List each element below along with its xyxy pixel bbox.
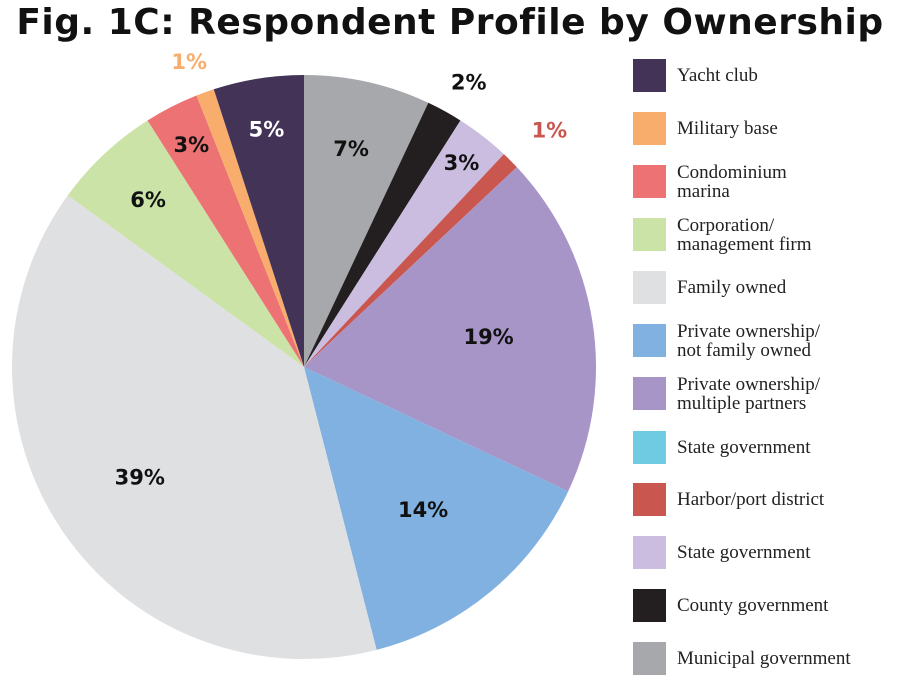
- legend-label: Family owned: [677, 277, 787, 298]
- legend-swatch: [633, 59, 666, 92]
- legend-label: Condominium marina: [677, 162, 787, 202]
- pie-slice: [147, 95, 304, 367]
- legend-swatch: [633, 112, 666, 145]
- pie-slice: [304, 167, 597, 492]
- pie-labels: 7% 2% 3% 1% 19% 14% 39% 6% 3% 1% 5%: [115, 50, 568, 522]
- legend-label: Harbor/port district: [677, 489, 825, 510]
- legend-swatch: [633, 271, 666, 304]
- legend-label: State government: [677, 437, 811, 458]
- legend-item: Corporation/management firm: [633, 215, 898, 255]
- legend-label: County government: [677, 595, 829, 616]
- legend-swatch: [633, 642, 666, 675]
- slice-data-label: 19%: [463, 325, 513, 349]
- chart-title: Fig. 1C: Respondent Profile by Ownership: [16, 2, 884, 43]
- legend-swatch: [633, 483, 666, 516]
- legend-label: Corporation/management firm: [677, 215, 812, 255]
- slice-data-label: 3%: [173, 133, 209, 157]
- legend-item: Yacht club: [633, 58, 898, 94]
- legend-swatch: [633, 218, 666, 251]
- pie-slice: [304, 102, 461, 367]
- legend-item: Private ownership/not family owned: [633, 321, 898, 361]
- legend-swatch: [633, 165, 666, 198]
- pie-chart: 7% 2% 3% 1% 19% 14% 39% 6% 3% 1% 5%: [12, 50, 597, 660]
- pie-slice: [213, 75, 304, 367]
- legend-item: Municipal government: [633, 641, 898, 677]
- legend-item: Military base: [633, 111, 898, 147]
- pie-slice: [67, 120, 305, 368]
- legend-item: Harbor/port district: [633, 482, 898, 518]
- pie-slice: [304, 75, 429, 367]
- pie-slice: [304, 367, 569, 650]
- slice-data-label: 6%: [130, 188, 166, 212]
- slice-data-label: 2%: [451, 71, 487, 95]
- legend-swatch: [633, 324, 666, 357]
- slice-data-label: 1%: [171, 50, 207, 74]
- legend-swatch: [633, 589, 666, 622]
- legend-label: Municipal government: [677, 648, 851, 669]
- legend-item: Condominium marina: [633, 162, 898, 202]
- pie-slice: [304, 120, 504, 368]
- pie-slice: [12, 195, 377, 660]
- legend-swatch: [633, 536, 666, 569]
- legend-item: Private ownership/multiple partners: [633, 374, 898, 414]
- slice-data-label: 3%: [444, 151, 480, 175]
- slice-data-label: 7%: [333, 137, 369, 161]
- legend-item: Family owned: [633, 270, 898, 306]
- legend-label: State government: [677, 542, 811, 563]
- slice-data-label: 5%: [249, 118, 285, 142]
- slice-data-label: 14%: [398, 498, 448, 522]
- legend-label: Private ownership/not family owned: [677, 321, 821, 361]
- pie-slice: [196, 89, 304, 367]
- legend-label: Yacht club: [677, 65, 758, 86]
- slice-data-label: 39%: [115, 466, 165, 490]
- legend-swatch: [633, 377, 666, 410]
- legend-label: Military base: [677, 118, 778, 139]
- legend-label: Private ownership/multiple partners: [677, 374, 821, 414]
- slice-data-label: 1%: [532, 119, 568, 143]
- legend-item: State government: [633, 535, 898, 571]
- legend-item: County government: [633, 588, 898, 624]
- pie-slice: [304, 154, 517, 367]
- pie-slices: [12, 75, 597, 660]
- legend-swatch: [633, 431, 666, 464]
- legend-item: State government: [633, 430, 898, 466]
